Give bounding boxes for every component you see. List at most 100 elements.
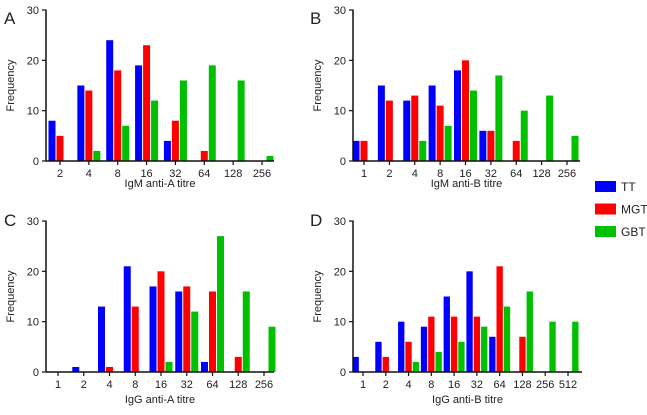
bar-mgt [234,356,242,372]
bar-tt [149,286,157,372]
x-tick-label: 256 [253,168,271,180]
bar-tt [135,65,143,161]
x-tick-label: 2 [81,379,87,391]
bar-mgt [411,95,419,161]
panel-b: B 0 10 20 30 1 2 4 8 16 32 64 128 256 IgM anti-B titre… [310,5,580,190]
legend-swatch-tt [595,181,616,192]
x-tick-label: 1 [55,379,61,391]
bar-gbt [495,75,503,161]
bar-mgt [183,286,191,372]
x-tick-label: 2 [57,168,63,180]
bar-mgt [382,356,389,372]
bar-tt [375,341,382,372]
bar-tt [48,120,56,161]
x-tick-label: 32 [471,379,483,391]
x-tick-label: 4 [106,379,112,391]
bar-tt [466,271,473,372]
bar-tt [479,130,487,161]
bar-tt [428,85,436,161]
x-tick-label: 256 [536,379,554,391]
y-tick-label: 10 [27,106,39,118]
bar-gbt [419,140,427,161]
bar-gbt [481,326,488,372]
bar-gbt [191,311,199,372]
x-tick-label: 128 [229,379,247,391]
x-tick-label: 64 [206,379,218,391]
x-tick-label: 2 [386,168,392,180]
x-tick-label: 2 [383,379,389,391]
bar-gbt [503,306,511,372]
bar-gbt [268,326,276,372]
bar-tt [352,140,360,161]
bar-tt [77,85,85,161]
bar-mgt [487,130,495,161]
y-tick-label: 0 [33,156,39,168]
bar-tt [123,266,131,372]
bar-mgt [171,120,179,161]
bar-gbt [179,80,187,161]
bar-mgt [85,90,93,161]
bar-gbt [546,95,554,161]
bar-mgt [200,150,208,161]
x-tick-label: 256 [255,379,273,391]
bar-gbt [572,321,579,372]
x-tick-label: 8 [115,168,121,180]
bar-gbt [435,351,442,372]
x-tick-label: 16 [140,168,152,180]
x-tick-label: 16 [448,379,460,391]
legend-swatch-mgt [595,203,616,215]
legend-label-tt: TT [621,180,636,194]
y-tick-label: 30 [334,5,346,17]
bar-tt [98,306,105,372]
y-tick-label: 10 [334,106,346,118]
bar-gbt [444,125,452,161]
x-tick-label: 256 [558,168,576,180]
bar-tt [443,296,450,372]
x-axis-label: IgG anti-A titre [125,394,195,406]
bar-gbt [122,125,130,161]
bar-mgt [428,316,435,372]
bar-tt [489,336,496,372]
x-axis-label: IgG anti-B titre [432,394,503,406]
bar-gbt [458,341,465,372]
x-tick-label: 8 [132,379,138,391]
bar-mgt [512,140,520,161]
bar-mgt [114,70,122,161]
y-tick-label: 30 [334,216,346,228]
x-tick-label: 8 [428,379,434,391]
bar-gbt [208,65,216,161]
panel-letter: A [4,9,16,28]
legend-swatch-gbt [595,226,616,237]
bar-tt [352,356,359,372]
bar-tt [454,70,461,161]
y-tick-label: 0 [340,367,346,379]
bar-tt [420,326,428,372]
x-tick-label: 64 [198,168,210,180]
bar-gbt [93,150,101,161]
y-tick-label: 20 [334,55,346,67]
bar-gbt [549,321,556,372]
legend-label-gbt: GBT [621,225,646,239]
bar-mgt [473,316,481,372]
x-tick-label: 32 [485,168,497,180]
bar-mgt [436,105,444,161]
bar-gbt [151,100,159,161]
legend-label-mgt: MGT [621,203,647,217]
y-axis-label: Frequency [312,270,324,322]
bar-gbt [165,361,173,372]
bar-mgt [209,291,216,372]
y-tick-label: 30 [27,5,39,17]
bar-mgt [385,100,393,161]
bar-mgt [131,306,139,372]
x-tick-label: 128 [513,379,531,391]
bar-gbt [412,361,420,372]
x-tick-label: 16 [155,379,167,391]
bar-gbt [470,90,477,161]
x-tick-label: 32 [169,168,181,180]
y-axis-label: Frequency [312,59,324,111]
bar-mgt [496,266,503,372]
bar-tt [163,140,171,161]
y-tick-label: 20 [27,55,39,67]
bar-gbt [571,135,579,161]
panel-d: D 0 10 20 30 1 2 4 8 16 32 64 128 256 512 IgG anti-B ti… [310,211,582,406]
